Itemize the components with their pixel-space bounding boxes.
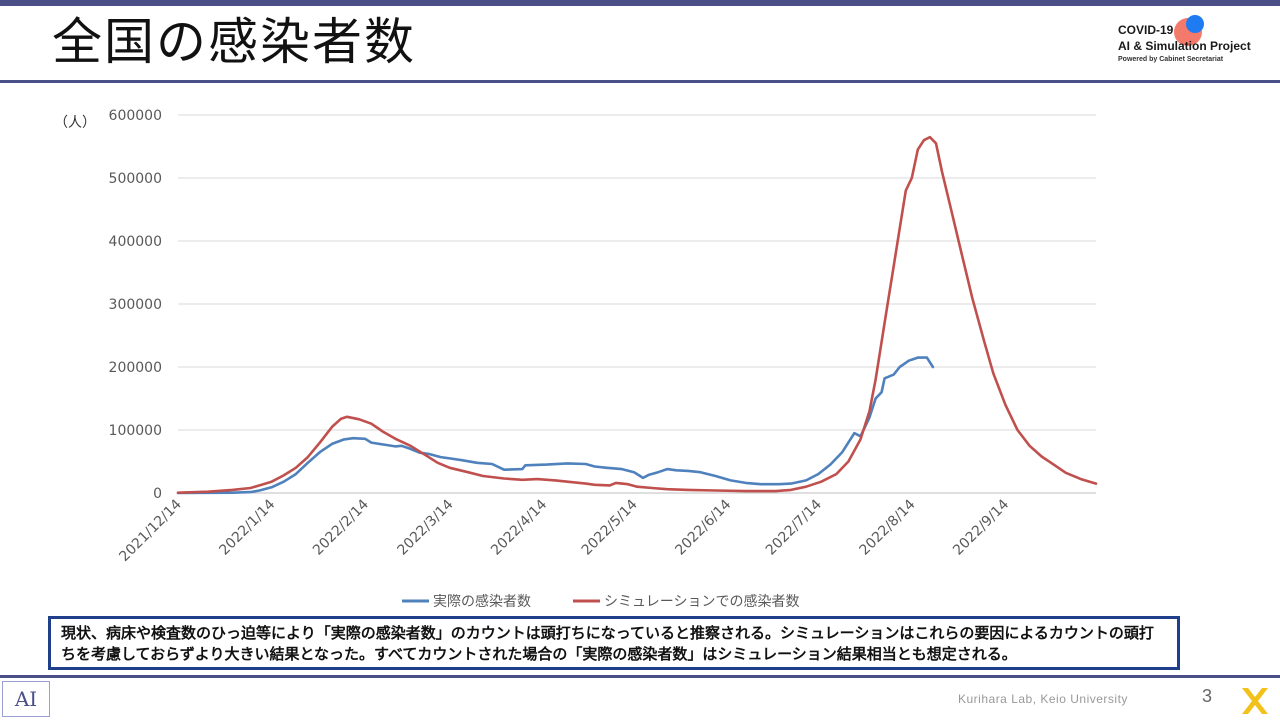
y-tick-label: 500000 bbox=[109, 171, 162, 187]
y-tick-label: 200000 bbox=[109, 360, 162, 376]
title-divider bbox=[0, 80, 1280, 83]
note-box: 現状、病床や検査数のひっ迫等により「実際の感染者数」のカウントは頭打ちになってい… bbox=[48, 616, 1180, 670]
x-tick-label: 2022/1/14 bbox=[216, 496, 278, 558]
y-unit-label: （人） bbox=[54, 115, 96, 131]
series-line-actual bbox=[176, 356, 935, 495]
logo-line-2: AI & Simulation Project bbox=[1118, 39, 1251, 53]
x-tick-label: 2022/7/14 bbox=[763, 496, 825, 558]
lab-logo: AI bbox=[2, 681, 50, 717]
y-tick-label: 400000 bbox=[109, 234, 162, 250]
x-tick-label: 2022/9/14 bbox=[950, 496, 1012, 558]
logo-line-3: Powered by Cabinet Secretariat bbox=[1118, 56, 1224, 63]
slide-title: 全国の感染者数 bbox=[52, 13, 416, 71]
top-accent-bar bbox=[0, 0, 1280, 6]
y-tick-label: 300000 bbox=[109, 297, 162, 313]
footer-divider bbox=[0, 675, 1280, 678]
y-tick-label: 100000 bbox=[109, 423, 162, 439]
y-tick-label: 600000 bbox=[109, 108, 162, 124]
x-mark-icon bbox=[1242, 688, 1268, 714]
x-tick-label: 2022/2/14 bbox=[310, 496, 372, 558]
note-text: 現状、病床や検査数のひっ迫等により「実際の感染者数」のカウントは頭打ちになってい… bbox=[61, 624, 1154, 663]
x-tick-label: 2022/5/14 bbox=[579, 496, 641, 558]
x-tick-label: 2021/12/14 bbox=[116, 496, 184, 564]
x-tick-label: 2022/8/14 bbox=[857, 496, 919, 558]
project-logo: COVID-19 AI & Simulation Project Powered… bbox=[1118, 15, 1278, 74]
series-line-simulation bbox=[176, 135, 1098, 494]
logo-blue-dot bbox=[1186, 15, 1204, 33]
legend-label: 実際の感染者数 bbox=[433, 593, 531, 610]
footer-credit: Kurihara Lab, Keio University bbox=[958, 692, 1128, 706]
x-tick-label: 2022/6/14 bbox=[672, 496, 734, 558]
legend-label: シミュレーションでの感染者数 bbox=[604, 593, 799, 610]
y-tick-label: 0 bbox=[153, 486, 162, 502]
line-chart: 0 100000 200000 300000 400000 500000 600000 202… bbox=[109, 108, 1098, 610]
x-tick-label: 2022/4/14 bbox=[488, 496, 550, 558]
x-tick-label: 2022/3/14 bbox=[395, 496, 457, 558]
page-number: 3 bbox=[1202, 686, 1213, 706]
logo-line-1: COVID-19 bbox=[1118, 23, 1174, 37]
